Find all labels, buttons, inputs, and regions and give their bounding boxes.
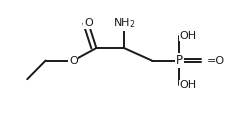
Text: O: O bbox=[69, 56, 77, 66]
Text: O: O bbox=[84, 18, 92, 28]
Text: P: P bbox=[175, 54, 182, 67]
Text: =O: =O bbox=[206, 56, 224, 66]
Text: NH$_2$: NH$_2$ bbox=[112, 16, 135, 30]
Text: OH: OH bbox=[179, 80, 196, 90]
Text: OH: OH bbox=[179, 31, 196, 41]
